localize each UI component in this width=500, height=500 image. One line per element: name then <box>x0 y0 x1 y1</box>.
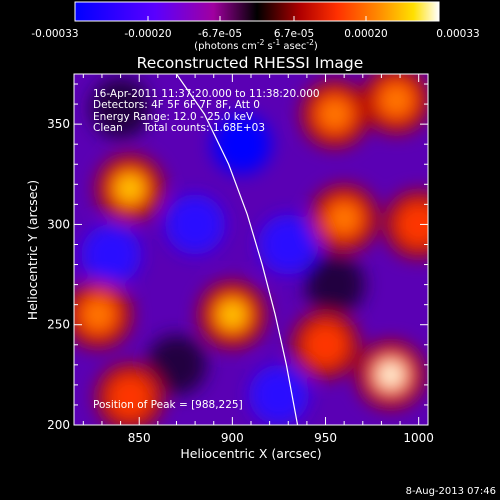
hot-spot-core <box>312 331 339 358</box>
annotation-peak: Position of Peak = [988,225] <box>93 399 243 411</box>
x-axis-label: Heliocentric X (arcsec) <box>180 446 321 461</box>
colorbar-tick-label: 6.7e-05 <box>274 28 314 40</box>
colorbar-unit-label: (photons cm-2 s-1 asec-2) <box>194 38 318 52</box>
hot-spot-core <box>116 175 143 202</box>
colorbar: -0.00033 -0.00020 -6.7e-05 6.7e-05 0.000… <box>31 1 480 52</box>
chart-title: Reconstructed RHESSI Image <box>137 54 364 72</box>
annotation-time: 16-Apr-2011 11:37:20.000 to 11:38:20.000 <box>93 88 320 100</box>
colorbar-tick-label: -6.7e-05 <box>198 28 242 40</box>
annotation-detectors: Detectors: 4F 5F 6F 7F 8F, Att 0 <box>93 99 260 111</box>
y-axis-label: Heliocentric Y (arcsec) <box>25 180 40 320</box>
limb-curve <box>175 74 299 425</box>
annotation-energy: Energy Range: 12.0 - 25.0 keV <box>93 111 254 123</box>
annotation-clean: Clean <box>93 122 123 134</box>
hot-spot-core <box>85 301 112 328</box>
hot-spot-core <box>383 87 410 114</box>
cold-spot <box>165 194 226 255</box>
colorbar-ticks <box>74 16 440 21</box>
hot-spot-core <box>377 361 404 388</box>
annotation-counts: Total counts: 1.68E+03 <box>142 122 265 134</box>
cold-spot <box>248 364 309 425</box>
colorbar-tick-label: -0.00033 <box>31 28 78 40</box>
hot-spot-core <box>219 301 246 328</box>
hot-spot-core <box>321 101 348 128</box>
colorbar-tick-label: 0.00033 <box>436 28 479 40</box>
x-tick-label: 950 <box>314 431 337 445</box>
footer-date: 8-Aug-2013 07:46 <box>406 486 496 497</box>
y-axis: 200 250 300 350 <box>47 83 428 432</box>
x-axis: 850 900 950 1000 <box>82 74 434 445</box>
x-tick-label: 1000 <box>403 431 434 445</box>
x-tick-label: 900 <box>221 431 244 445</box>
y-tick-label: 200 <box>47 418 70 432</box>
y-tick-label: 350 <box>47 117 70 131</box>
colorbar-tick-label: 0.00020 <box>344 28 387 40</box>
hot-spot-core <box>116 383 143 410</box>
colorbar-gradient <box>74 1 440 22</box>
cold-spot <box>81 224 142 285</box>
x-tick-label: 850 <box>128 431 151 445</box>
colorbar-tick-label: -0.00020 <box>124 28 171 40</box>
cold-spot <box>304 254 365 315</box>
y-tick-label: 300 <box>47 217 70 231</box>
cold-spot <box>258 214 319 275</box>
hot-spot-core <box>405 211 428 238</box>
heatmap-image <box>74 74 428 425</box>
cold-spot <box>90 78 151 139</box>
cold-spot <box>146 334 207 395</box>
y-tick-label: 250 <box>47 318 70 332</box>
hot-spot-core <box>331 205 358 232</box>
